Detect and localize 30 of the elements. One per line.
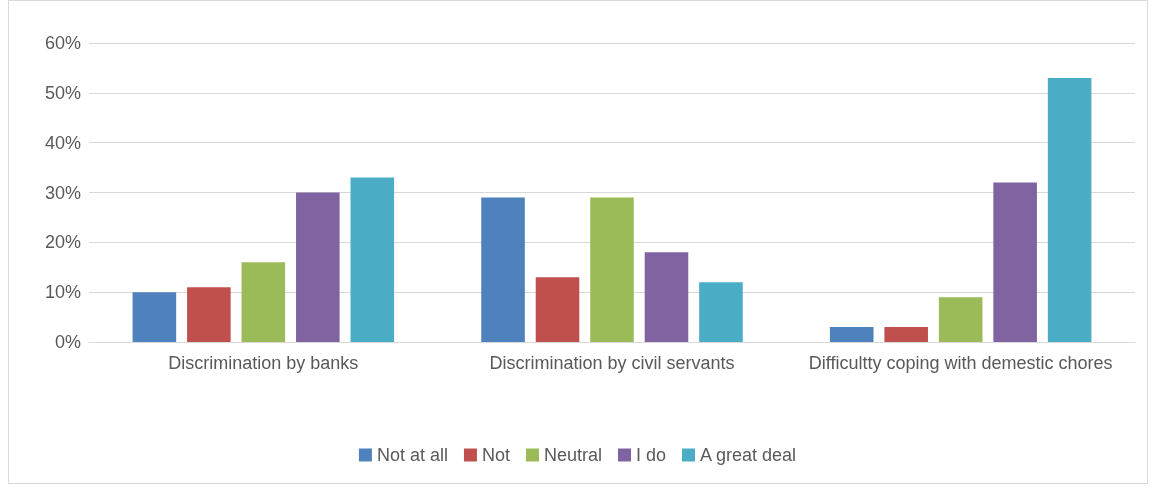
y-tick-label: 40%: [44, 132, 81, 153]
bar: [829, 327, 874, 342]
y-tick-label: 10%: [44, 282, 81, 303]
bar: [132, 292, 177, 342]
legend-label: Not at all: [376, 445, 448, 465]
x-tick-label: Discrimination by civil servants: [489, 353, 735, 373]
bar: [241, 262, 286, 342]
y-tick-label: 30%: [44, 182, 81, 203]
bar: [1047, 77, 1092, 342]
bar: [993, 182, 1037, 342]
bar: [187, 287, 231, 342]
bar: [884, 327, 928, 342]
bar: [350, 177, 395, 342]
bar: [590, 197, 634, 342]
bar: [535, 277, 580, 342]
bar: [699, 282, 743, 342]
y-tick-label: 20%: [44, 232, 81, 253]
legend-label: I do: [635, 445, 667, 465]
y-tick-label: 60%: [44, 33, 81, 53]
bar: [481, 197, 525, 342]
bar: [644, 252, 689, 342]
legend-label: Neutral: [543, 445, 602, 465]
legend-label: A great deal: [700, 445, 797, 465]
bar: [938, 297, 983, 342]
bar: [296, 192, 340, 342]
y-tick-label: 50%: [44, 82, 81, 103]
x-tick-label: Discrimination by banks: [168, 353, 359, 373]
x-tick-label: Difficultty coping with demestic chores: [808, 353, 1113, 373]
y-tick-label: 0%: [54, 332, 81, 352]
legend-label: Not: [481, 445, 510, 465]
